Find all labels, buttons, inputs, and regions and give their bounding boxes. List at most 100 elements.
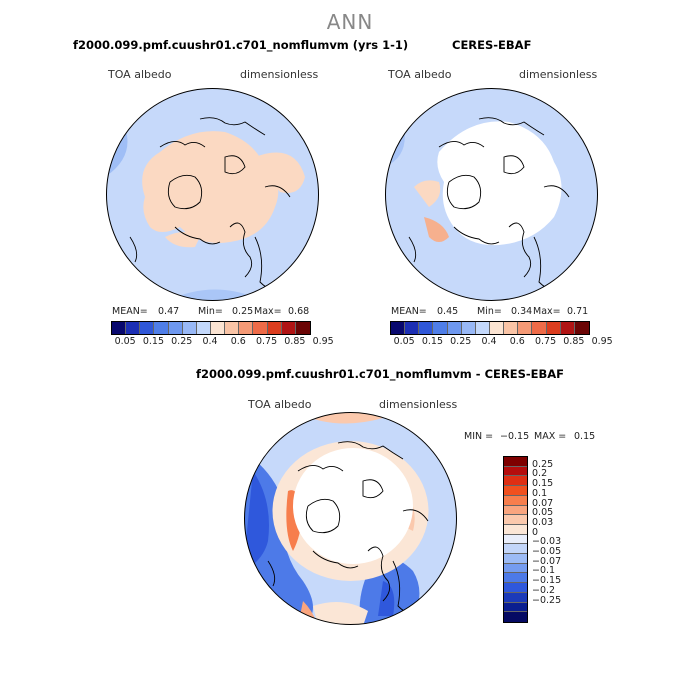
colorbar-swatch	[504, 466, 527, 477]
colorbar-swatch	[504, 602, 527, 613]
colorbar-tick-label: −0.1	[532, 565, 556, 577]
colorbar-tick-label: −0.03	[532, 536, 562, 548]
colorbar-tick-label: 0.05	[114, 336, 136, 347]
colorbar-swatch	[504, 486, 527, 496]
panel2-units-label: dimensionless	[519, 68, 598, 81]
panel3-colorbar-ticks: 0.25 0.2 0.15 0.1 0.07 0.05 0.03 0 −0.03 −0.05 −0.…	[532, 456, 582, 621]
panel1-max-label: Max=	[254, 306, 282, 317]
colorbar-swatch	[391, 322, 406, 334]
panel3-polar-map	[244, 412, 457, 625]
colorbar-swatch	[504, 544, 527, 555]
colorbar-swatch	[253, 322, 268, 334]
colorbar-swatch	[182, 322, 197, 334]
panel1-max-value: 0.68	[288, 306, 310, 317]
panel2-colorbar-ticks: 0.05 0.15 0.25 0.4 0.6 0.75 0.85 0.95	[390, 336, 613, 348]
panel2-variable-label: TOA albedo	[388, 68, 452, 81]
page-title: ANN	[326, 10, 374, 34]
colorbar-tick-label: 0.95	[591, 336, 613, 347]
colorbar-swatch	[504, 554, 527, 564]
colorbar-tick-label: 0.25	[450, 336, 472, 347]
colorbar-tick-label: 0.2	[532, 468, 548, 480]
colorbar-tick-label: −0.05	[532, 546, 562, 558]
colorbar-swatch	[196, 322, 211, 334]
colorbar-tick-label: −0.25	[532, 594, 562, 606]
panel1-title: f2000.099.pmf.cuushr01.c701_nomflumvm (y…	[73, 38, 409, 52]
panel3-max-value: 0.15	[574, 431, 596, 442]
colorbar-swatch	[504, 612, 527, 622]
colorbar-swatch	[504, 515, 527, 525]
colorbar-tick-label: 0.1	[532, 487, 548, 499]
colorbar-swatch	[475, 322, 490, 334]
colorbar-tick-label: 0.6	[230, 336, 246, 347]
colorbar-swatch	[461, 322, 476, 334]
colorbar-tick-label: 0.85	[284, 336, 306, 347]
panel2-mean-value: 0.45	[437, 306, 459, 317]
colorbar-swatch	[168, 322, 183, 334]
colorbar-swatch	[126, 322, 141, 334]
panel2-max-label: Max=	[533, 306, 561, 317]
colorbar-tick-label: 0.75	[255, 336, 278, 347]
panel3-min-value: −0.15	[500, 431, 530, 442]
colorbar-swatch	[504, 495, 527, 506]
colorbar-swatch	[504, 573, 527, 584]
panel2-mean-label: MEAN=	[391, 306, 427, 317]
colorbar-tick-label: 0.85	[563, 336, 585, 347]
panel3-units-label: dimensionless	[379, 398, 458, 411]
colorbar-swatch	[504, 563, 527, 574]
colorbar-swatch	[419, 322, 434, 334]
panel3-variable-label: TOA albedo	[248, 398, 312, 411]
colorbar-tick-label: 0.4	[202, 336, 218, 347]
colorbar-tick-label: 0.05	[532, 507, 554, 519]
panel1-mean-value: 0.47	[158, 306, 180, 317]
colorbar-swatch	[447, 322, 462, 334]
colorbar-swatch	[210, 322, 226, 334]
panel1-colorbar	[111, 321, 311, 335]
colorbar-swatch	[295, 322, 310, 334]
panel2-max-value: 0.71	[567, 306, 589, 317]
colorbar-tick-label: 0	[532, 526, 539, 538]
panel2-polar-map	[385, 88, 598, 301]
panel2-title: CERES-EBAF	[452, 38, 532, 52]
colorbar-swatch	[504, 583, 527, 593]
colorbar-tick-label: 0.6	[509, 336, 525, 347]
panel2-min-label: Min=	[477, 306, 502, 317]
colorbar-tick-label: −0.07	[532, 555, 562, 567]
colorbar-swatch	[267, 322, 282, 334]
colorbar-swatch	[239, 322, 254, 334]
colorbar-tick-label: −0.2	[532, 584, 556, 596]
colorbar-swatch	[574, 322, 589, 334]
panel1-min-value: 0.25	[232, 306, 254, 317]
colorbar-swatch	[532, 322, 547, 334]
panel3-max-label: MAX =	[534, 431, 567, 442]
panel3-min-label: MIN =	[464, 431, 494, 442]
colorbar-swatch	[112, 322, 127, 334]
colorbar-tick-label: 0.25	[171, 336, 193, 347]
colorbar-tick-label: 0.15	[142, 336, 164, 347]
colorbar-swatch	[281, 322, 296, 334]
colorbar-tick-label: 0.15	[421, 336, 443, 347]
colorbar-swatch	[504, 524, 527, 535]
colorbar-tick-label: 0.95	[312, 336, 334, 347]
colorbar-swatch	[546, 322, 561, 334]
panel1-units-label: dimensionless	[240, 68, 319, 81]
colorbar-swatch	[140, 322, 155, 334]
colorbar-swatch	[504, 505, 527, 516]
panel2-colorbar	[390, 321, 590, 335]
panel3-title: f2000.099.pmf.cuushr01.c701_nomflumvm - …	[196, 367, 565, 381]
colorbar-tick-label: 0.4	[481, 336, 497, 347]
colorbar-swatch	[504, 322, 519, 334]
colorbar-tick-label: 0.25	[532, 458, 554, 470]
panel3-colorbar	[503, 456, 528, 623]
panel2-min-value: 0.34	[511, 306, 533, 317]
colorbar-tick-label: 0.15	[532, 478, 554, 490]
colorbar-swatch	[504, 476, 527, 487]
colorbar-swatch	[225, 322, 240, 334]
panel1-min-label: Min=	[198, 306, 223, 317]
colorbar-swatch	[433, 322, 448, 334]
colorbar-swatch	[504, 534, 527, 545]
panel1-variable-label: TOA albedo	[108, 68, 172, 81]
colorbar-swatch	[560, 322, 575, 334]
colorbar-swatch	[405, 322, 420, 334]
colorbar-tick-label: 0.03	[532, 516, 554, 528]
panel1-polar-map	[106, 88, 319, 301]
